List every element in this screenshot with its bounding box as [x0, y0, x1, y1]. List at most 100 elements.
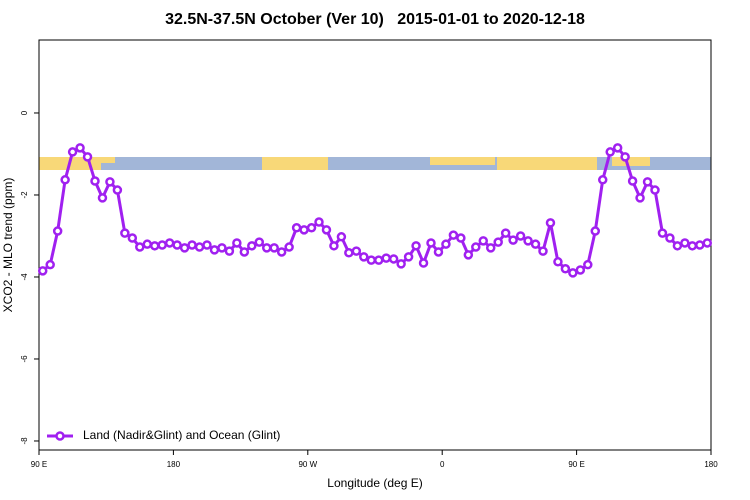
data-point: [60, 175, 70, 185]
data-point: [149, 241, 160, 251]
data-point: [672, 241, 683, 251]
data-point: [635, 193, 645, 203]
data-point: [373, 255, 384, 265]
y-tick-label: -4: [20, 273, 29, 281]
data-point: [590, 226, 601, 236]
legend-marker: [55, 431, 65, 441]
data-point: [105, 177, 115, 187]
x-axis-label: Longitude (deg E): [327, 476, 422, 490]
data-point: [37, 266, 48, 276]
data-point: [232, 238, 242, 248]
data-point: [627, 176, 638, 186]
data-point: [112, 185, 123, 195]
x-tick-label: 90 E: [31, 460, 47, 469]
data-point: [493, 237, 503, 247]
data-point: [456, 233, 466, 243]
chart-title: 32.5N-37.5N October (Ver 10) 2015-01-01 …: [165, 11, 585, 28]
data-point: [702, 238, 713, 248]
data-point: [471, 242, 481, 252]
y-tick-label: -6: [20, 355, 29, 363]
data-point: [597, 175, 608, 185]
land-strip: [262, 157, 328, 170]
data-point: [680, 238, 690, 248]
data-point: [545, 218, 556, 228]
x-tick-label: 90 W: [298, 460, 317, 469]
data-point: [276, 247, 287, 257]
y-axis-label: XCO2 - MLO trend (ppm): [1, 178, 15, 313]
data-point: [314, 217, 324, 227]
data-point: [97, 193, 108, 203]
data-point: [515, 231, 526, 241]
data-point: [157, 240, 167, 250]
data-point: [336, 232, 347, 242]
data-point: [299, 225, 309, 235]
land-strip: [612, 157, 650, 166]
data-point: [433, 247, 444, 257]
data-point: [642, 177, 653, 187]
data-point: [650, 185, 660, 195]
data-point: [351, 246, 362, 256]
data-point: [67, 147, 78, 157]
land-strip: [497, 157, 597, 170]
data-point: [620, 152, 630, 162]
land-ocean-strip: [39, 157, 711, 170]
data-point: [329, 241, 339, 251]
data-point: [306, 223, 317, 233]
data-point: [538, 246, 548, 256]
data-point: [194, 242, 205, 252]
data-point: [396, 259, 406, 269]
data-point: [463, 250, 474, 260]
data-point: [583, 259, 593, 270]
data-point: [359, 252, 369, 262]
data-point: [172, 240, 182, 250]
data-point: [560, 264, 571, 274]
data-point: [411, 241, 421, 251]
data-point: [224, 246, 235, 256]
data-point: [665, 233, 675, 243]
data-point: [575, 265, 586, 275]
y-tick-label: -8: [20, 437, 29, 445]
data-point: [254, 237, 265, 247]
data-point: [523, 236, 533, 246]
x-tick-label: 180: [704, 460, 718, 469]
data-point: [52, 226, 63, 236]
data-point: [381, 253, 391, 263]
x-tick-label: 180: [167, 460, 181, 469]
x-tick-label: 0: [440, 460, 445, 469]
data-point: [366, 255, 377, 265]
legend-label: Land (Nadir&Glint) and Ocean (Glint): [83, 428, 280, 442]
data-point: [388, 254, 399, 264]
data-point: [135, 242, 145, 252]
data-point: [508, 235, 518, 245]
data-point: [530, 239, 541, 249]
data-point: [239, 247, 250, 257]
ocean-strip: [39, 157, 711, 170]
data-point: [261, 243, 272, 253]
data-point: [321, 225, 332, 235]
data-point: [179, 243, 190, 253]
data-point: [75, 143, 85, 153]
data-point: [478, 236, 489, 246]
data-point: [291, 223, 302, 233]
data-point: [284, 242, 294, 252]
data-point: [441, 239, 451, 249]
data-point: [568, 268, 578, 278]
data-point: [612, 143, 623, 153]
x-tick-label: 90 E: [568, 460, 584, 469]
data-point: [82, 152, 93, 162]
land-strip: [430, 157, 495, 165]
data-point: [45, 259, 55, 270]
data-point: [127, 233, 138, 243]
data-point: [418, 258, 429, 268]
land-strip: [101, 157, 115, 163]
data-point: [164, 238, 175, 248]
data-point: [217, 243, 227, 253]
data-point: [90, 176, 100, 186]
y-tick-label: -2: [20, 191, 29, 199]
data-point: [269, 243, 279, 253]
data-point: [448, 230, 459, 240]
data-point: [120, 228, 130, 238]
data-point: [209, 245, 220, 255]
data-point: [403, 252, 414, 262]
